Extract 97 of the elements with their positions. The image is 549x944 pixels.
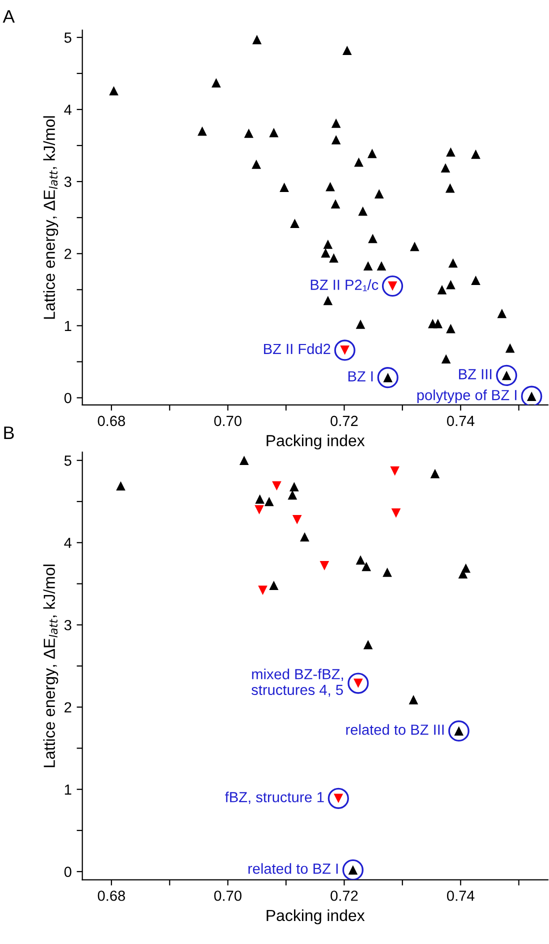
x-tick-label: 0.74	[446, 416, 474, 426]
point	[363, 261, 373, 271]
point	[252, 34, 262, 44]
point	[446, 280, 456, 290]
point	[272, 481, 282, 491]
point	[329, 253, 338, 263]
point	[290, 218, 300, 228]
y-tick-label: 4	[64, 538, 72, 548]
point	[254, 505, 264, 514]
point	[342, 46, 352, 56]
point	[368, 234, 378, 244]
point	[244, 128, 254, 138]
point	[356, 555, 366, 565]
point	[269, 128, 278, 138]
point	[505, 343, 515, 353]
point	[258, 586, 268, 595]
point	[441, 354, 451, 364]
point	[252, 160, 262, 169]
point	[440, 163, 450, 173]
point	[446, 324, 456, 334]
point	[300, 532, 310, 542]
point	[292, 514, 302, 524]
y-axis-title: Lattice energy, ΔE$_{latt}$, kJ/mol	[43, 116, 58, 319]
point	[446, 147, 456, 157]
annotation: polytype of BZ I	[417, 390, 516, 404]
point	[437, 285, 447, 294]
point	[116, 481, 126, 491]
annotation: BZ I	[348, 371, 373, 382]
point	[255, 494, 264, 504]
y-tick-label: 3	[64, 620, 72, 630]
point	[323, 240, 333, 249]
x-tick-label: 0.68	[98, 890, 126, 901]
point	[280, 182, 289, 192]
point	[269, 580, 278, 590]
point	[448, 258, 458, 268]
point	[320, 248, 330, 258]
x-axis-title: Packing index	[266, 434, 365, 450]
point	[288, 490, 298, 500]
y-axis-title: Lattice energy, ΔE$_{latt}$, kJ/mol	[43, 564, 58, 768]
y-tick-label: 1	[64, 784, 72, 795]
y-tick-label: 5	[64, 456, 72, 466]
x-axis-title: Packing index	[266, 909, 365, 924]
point	[458, 569, 468, 579]
point	[433, 318, 443, 328]
point	[374, 189, 384, 198]
point	[362, 562, 371, 572]
annotation: related to BZ I	[248, 863, 338, 874]
chart-title: B	[4, 426, 14, 439]
point	[445, 183, 455, 193]
point	[331, 135, 341, 144]
y-tick-label: 5	[64, 32, 72, 43]
annotation: BZ III	[459, 369, 492, 380]
annotation: mixed BZ-fBZ, structures 4, 5	[252, 668, 343, 697]
x-tick-label: 0.74	[446, 890, 474, 901]
point	[363, 640, 373, 650]
point	[356, 320, 366, 329]
point	[330, 199, 340, 209]
point	[497, 308, 507, 318]
point	[382, 568, 392, 577]
chart-title: A	[2, 10, 15, 23]
point	[198, 126, 207, 136]
point	[376, 261, 386, 271]
y-tick-label: 0	[64, 392, 72, 404]
x-tick-label: 0.70	[214, 416, 242, 426]
point	[331, 118, 341, 128]
x-tick-label: 0.68	[98, 416, 126, 426]
point	[410, 242, 420, 252]
point	[391, 508, 401, 518]
y-tick-label: 1	[64, 320, 72, 331]
point	[323, 296, 333, 306]
point	[354, 157, 364, 167]
point	[430, 468, 440, 478]
y-tick-label: 0	[64, 866, 72, 878]
point	[320, 561, 330, 570]
x-tick-label: 0.72	[330, 890, 358, 901]
annotation: BZ II Fdd2	[264, 343, 330, 354]
x-tick-label: 0.72	[330, 416, 358, 426]
point	[471, 150, 480, 159]
point	[264, 496, 274, 506]
annotation: fBZ, structure 1	[225, 792, 324, 804]
y-tick-label: 4	[64, 104, 72, 115]
point	[367, 148, 377, 158]
point	[109, 86, 118, 96]
point	[390, 466, 400, 476]
point	[212, 78, 221, 88]
point	[326, 182, 335, 192]
point	[408, 695, 418, 704]
point	[290, 482, 299, 492]
y-tick-label: 2	[64, 702, 72, 712]
y-tick-label: 3	[64, 176, 72, 187]
annotation: related to BZ III	[346, 724, 444, 735]
point	[471, 276, 480, 285]
x-tick-label: 0.70	[214, 890, 242, 901]
point	[358, 206, 368, 216]
y-tick-label: 2	[64, 248, 72, 259]
point	[239, 456, 249, 466]
annotation: BZ II P2₁/c	[310, 279, 378, 292]
